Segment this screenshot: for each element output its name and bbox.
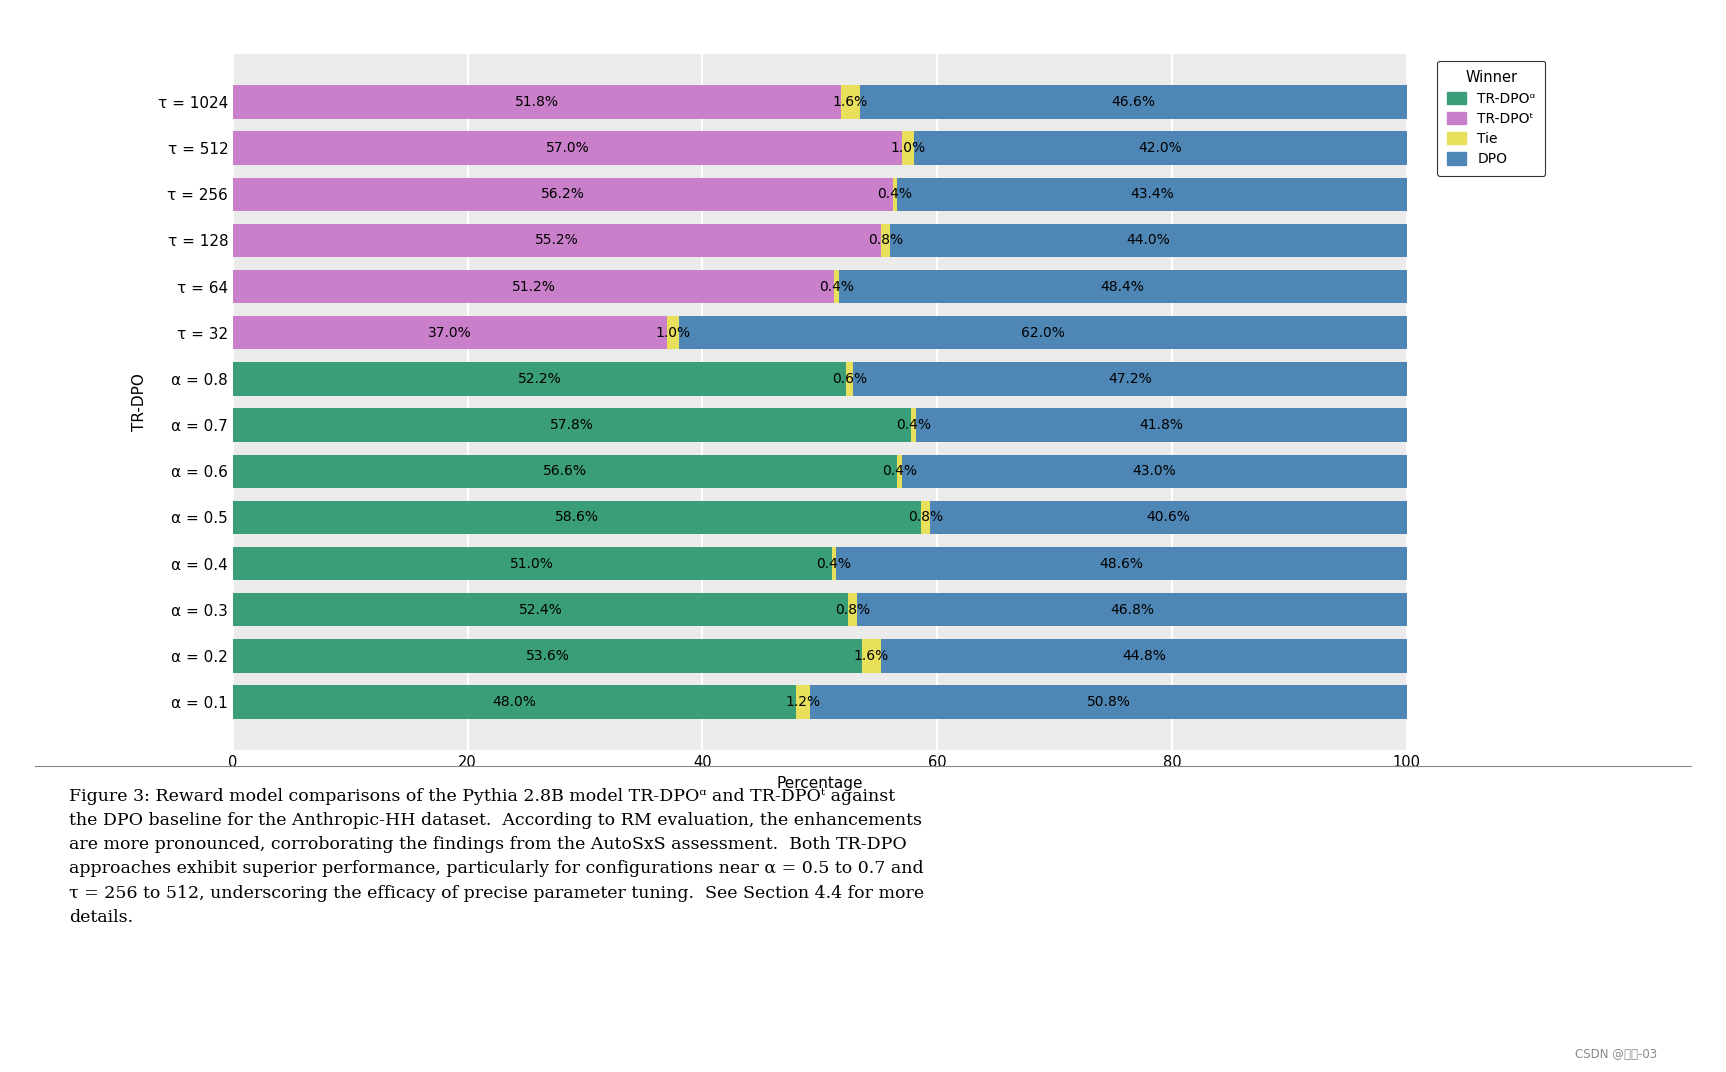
- Y-axis label: TR-DPO: TR-DPO: [131, 373, 147, 431]
- Bar: [898, 455, 903, 488]
- Bar: [917, 408, 1407, 442]
- Bar: [920, 501, 930, 534]
- Text: 52.2%: 52.2%: [518, 372, 561, 386]
- Text: 56.6%: 56.6%: [544, 464, 587, 478]
- X-axis label: Percentage: Percentage: [777, 776, 863, 791]
- Bar: [880, 224, 891, 257]
- Bar: [853, 362, 1407, 396]
- Bar: [930, 501, 1407, 534]
- Text: 37.0%: 37.0%: [428, 326, 471, 340]
- Bar: [233, 547, 832, 580]
- Text: 1.6%: 1.6%: [854, 649, 889, 662]
- Text: 0.4%: 0.4%: [882, 464, 917, 478]
- Bar: [858, 593, 1407, 626]
- Text: 43.4%: 43.4%: [1131, 188, 1174, 202]
- Text: Figure 3: Reward model comparisons of the Pythia 2.8B model TR-DPOᵅ and TR-DPOᵗ : Figure 3: Reward model comparisons of th…: [69, 788, 923, 925]
- Text: 46.6%: 46.6%: [1112, 95, 1155, 109]
- Text: 58.6%: 58.6%: [554, 510, 599, 524]
- Text: 1.6%: 1.6%: [832, 95, 868, 109]
- Text: 55.2%: 55.2%: [535, 234, 578, 248]
- Bar: [891, 224, 1407, 257]
- Text: 1.0%: 1.0%: [891, 142, 925, 155]
- Text: 44.8%: 44.8%: [1122, 649, 1165, 662]
- Bar: [913, 132, 1407, 165]
- Text: 42.0%: 42.0%: [1139, 142, 1182, 155]
- Bar: [233, 408, 911, 442]
- Text: 46.8%: 46.8%: [1110, 602, 1155, 616]
- Bar: [233, 639, 861, 672]
- Bar: [837, 547, 1407, 580]
- Text: 0.8%: 0.8%: [835, 602, 870, 616]
- Bar: [892, 178, 898, 211]
- Text: 0.8%: 0.8%: [908, 510, 942, 524]
- Text: 0.4%: 0.4%: [818, 280, 854, 294]
- Bar: [861, 639, 880, 672]
- Text: 0.4%: 0.4%: [896, 418, 932, 432]
- Text: 48.4%: 48.4%: [1101, 280, 1144, 294]
- Bar: [233, 455, 898, 488]
- Bar: [841, 86, 860, 119]
- Bar: [811, 685, 1407, 718]
- Text: 1.2%: 1.2%: [785, 695, 822, 709]
- Bar: [678, 316, 1407, 349]
- Bar: [832, 547, 837, 580]
- Bar: [233, 501, 920, 534]
- Text: 51.8%: 51.8%: [514, 95, 559, 109]
- Bar: [846, 362, 853, 396]
- Bar: [233, 224, 880, 257]
- Bar: [233, 316, 668, 349]
- Text: 48.6%: 48.6%: [1099, 556, 1144, 570]
- Bar: [796, 685, 811, 718]
- Text: 41.8%: 41.8%: [1139, 418, 1184, 432]
- Bar: [911, 408, 917, 442]
- Bar: [860, 86, 1407, 119]
- Bar: [233, 593, 847, 626]
- Text: 43.0%: 43.0%: [1132, 464, 1175, 478]
- Text: 47.2%: 47.2%: [1108, 372, 1151, 386]
- Bar: [898, 178, 1407, 211]
- Bar: [233, 132, 903, 165]
- Text: 0.4%: 0.4%: [877, 188, 913, 202]
- Text: 50.8%: 50.8%: [1087, 695, 1131, 709]
- Text: 0.6%: 0.6%: [832, 372, 866, 386]
- Text: 0.8%: 0.8%: [868, 234, 903, 248]
- Text: 57.8%: 57.8%: [551, 418, 594, 432]
- Text: 0.4%: 0.4%: [816, 556, 851, 570]
- Bar: [233, 270, 834, 303]
- Text: 48.0%: 48.0%: [492, 695, 537, 709]
- Text: CSDN @林头-03: CSDN @林头-03: [1574, 1048, 1657, 1061]
- Bar: [903, 132, 913, 165]
- Bar: [839, 270, 1407, 303]
- Text: 1.0%: 1.0%: [656, 326, 690, 340]
- Bar: [233, 362, 846, 396]
- Bar: [233, 86, 841, 119]
- Bar: [668, 316, 678, 349]
- Bar: [880, 639, 1407, 672]
- Text: 56.2%: 56.2%: [540, 188, 585, 202]
- Text: 57.0%: 57.0%: [545, 142, 589, 155]
- Bar: [233, 685, 796, 718]
- Legend: TR-DPOᵅ, TR-DPOᵗ, Tie, DPO: TR-DPOᵅ, TR-DPOᵗ, Tie, DPO: [1438, 60, 1545, 176]
- Text: 40.6%: 40.6%: [1146, 510, 1191, 524]
- Text: 52.4%: 52.4%: [518, 602, 563, 616]
- Text: 51.2%: 51.2%: [511, 280, 556, 294]
- Text: 62.0%: 62.0%: [1020, 326, 1065, 340]
- Text: 53.6%: 53.6%: [526, 649, 570, 662]
- Bar: [847, 593, 858, 626]
- Bar: [903, 455, 1407, 488]
- Bar: [233, 178, 892, 211]
- Bar: [834, 270, 839, 303]
- Text: 44.0%: 44.0%: [1127, 234, 1170, 248]
- Text: 51.0%: 51.0%: [511, 556, 554, 570]
